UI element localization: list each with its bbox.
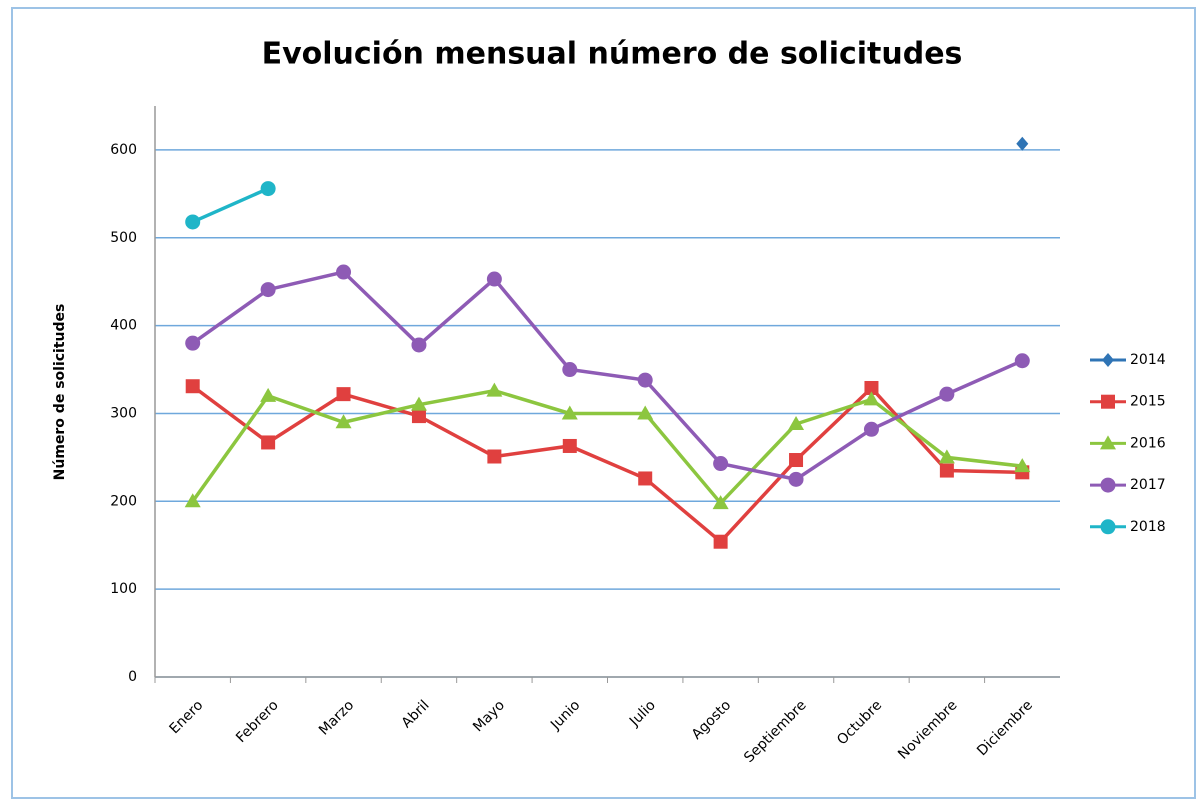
data-point: [335, 414, 352, 429]
data-point: [637, 405, 654, 420]
data-point: [1014, 458, 1031, 473]
y-tick-label: 0: [128, 669, 137, 685]
y-tick-label: 400: [110, 318, 137, 334]
data-point: [486, 382, 503, 397]
data-point: [185, 379, 200, 394]
legend-marker: [1101, 394, 1115, 409]
data-point: [562, 362, 578, 378]
data-point: [863, 391, 880, 406]
data-point: [336, 387, 351, 402]
chart-title: Evolución mensual número de solicitudes: [262, 37, 963, 72]
data-point: [788, 471, 804, 487]
series-line: [191, 186, 269, 224]
y-tick-label: 500: [110, 230, 137, 246]
data-point: [864, 380, 879, 395]
series-line: [191, 388, 1023, 506]
legend-marker: [1100, 435, 1116, 450]
data-point: [411, 337, 427, 353]
data-point: [185, 335, 201, 351]
data-point: [637, 372, 653, 388]
data-point: [638, 471, 653, 486]
legend-label: 2017: [1130, 477, 1166, 493]
data-point: [788, 416, 805, 431]
series-line: [191, 384, 1023, 545]
legend-marker: [1100, 477, 1116, 493]
data-point: [1016, 136, 1029, 151]
legend-marker: [1100, 519, 1116, 535]
data-point: [184, 493, 201, 508]
data-point: [411, 409, 426, 424]
legend-label: 2018: [1130, 519, 1166, 535]
data-point: [789, 453, 804, 468]
legend-label: 2014: [1130, 352, 1166, 368]
series-line: [191, 270, 1023, 482]
data-point: [487, 449, 502, 464]
y-tick-label: 600: [110, 142, 137, 158]
legend-label: 2016: [1130, 435, 1166, 451]
y-tick-label: 200: [110, 493, 137, 509]
data-point: [336, 264, 352, 280]
data-point: [261, 435, 276, 450]
data-point: [260, 282, 276, 298]
data-point: [712, 495, 729, 510]
y-tick-label: 300: [110, 405, 137, 421]
chart-border: [11, 7, 1196, 799]
data-point: [562, 438, 577, 453]
data-point: [939, 386, 955, 402]
y-tick-label: 100: [110, 581, 137, 597]
data-point: [863, 421, 879, 437]
data-point: [939, 463, 954, 478]
data-point: [713, 456, 729, 472]
data-point: [185, 214, 201, 230]
data-point: [260, 181, 276, 197]
data-point: [410, 396, 427, 411]
data-point: [486, 271, 502, 287]
legend-label: 2015: [1130, 394, 1166, 410]
data-point: [260, 387, 277, 402]
data-point: [561, 405, 578, 420]
data-point: [1014, 353, 1030, 369]
y-axis-label: Número de solicitudes: [52, 304, 68, 481]
data-point: [938, 449, 955, 464]
legend-marker: [1102, 353, 1114, 367]
data-point: [713, 534, 728, 549]
